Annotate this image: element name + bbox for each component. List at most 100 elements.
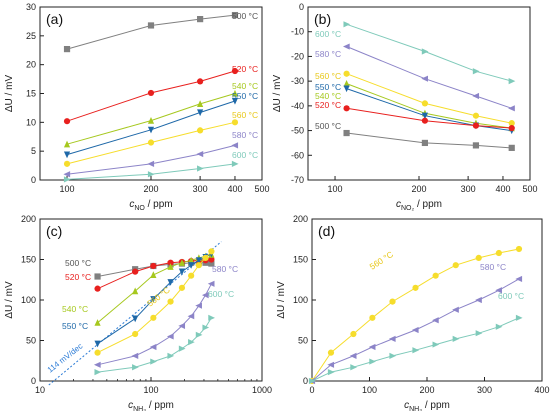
- data-point: [421, 117, 429, 124]
- data-point: [167, 352, 175, 359]
- data-point: [411, 326, 419, 334]
- data-point: [231, 119, 239, 126]
- data-point: [150, 262, 157, 270]
- series-label: 580 °C: [480, 262, 506, 272]
- y-tick-label: 150: [293, 255, 308, 265]
- series-label: 560 °C: [232, 110, 258, 120]
- data-point: [167, 298, 174, 305]
- y-tick-label: -70: [291, 175, 304, 185]
- data-point: [308, 377, 316, 385]
- data-point: [147, 171, 155, 178]
- data-point: [350, 330, 357, 338]
- series: 580 °C: [308, 262, 523, 385]
- data-point: [472, 92, 480, 100]
- data-point: [166, 333, 174, 340]
- y-axis-label: ΔU / mV: [4, 281, 15, 319]
- data-point: [150, 358, 157, 365]
- data-point: [94, 368, 102, 376]
- series: 500 °C: [315, 121, 515, 151]
- series-label: 600 °C: [498, 291, 524, 301]
- data-point: [475, 330, 483, 337]
- series: 520 °C: [63, 64, 258, 125]
- y-tick-label: 20: [26, 60, 36, 70]
- y-tick-label: 0: [303, 376, 308, 386]
- y-tick-label: 15: [26, 89, 36, 99]
- x-tick-label: 1000: [252, 385, 272, 395]
- data-point: [452, 306, 459, 313]
- series-label: 560 °C: [315, 71, 341, 81]
- panel-a: 100 200 300 400 500 0 5 10 15 20 25 30 cNO / ppm ΔU /…: [4, 2, 270, 212]
- y-axis-label: ΔU / mV: [4, 75, 15, 113]
- data-point: [167, 263, 174, 270]
- data-point: [147, 160, 155, 167]
- data-point: [150, 314, 157, 321]
- data-point: [202, 324, 210, 331]
- data-point: [369, 314, 376, 321]
- y-axis-label: ΔU / mV: [276, 281, 287, 319]
- series-line: [346, 83, 512, 129]
- series-label: 540 °C: [232, 81, 258, 91]
- y-tick-label: 25: [26, 31, 36, 41]
- series-label: 550 °C: [315, 82, 341, 92]
- x-axis-label: cNH₃ / ppm: [128, 400, 174, 411]
- data-point: [195, 257, 202, 264]
- y-tick-label: 0: [31, 175, 36, 185]
- data-point: [196, 150, 204, 158]
- data-point: [508, 144, 515, 151]
- data-point: [452, 262, 459, 269]
- data-point: [201, 292, 209, 299]
- x-tick-label: 400: [495, 184, 510, 194]
- data-point: [132, 315, 139, 323]
- data-point: [197, 127, 204, 134]
- series-label: 520 °C: [315, 100, 341, 110]
- data-point: [495, 249, 502, 257]
- data-point: [188, 256, 195, 264]
- data-point: [132, 330, 139, 338]
- x-tick-label: 500: [522, 184, 537, 194]
- series-label: 540 °C: [315, 91, 341, 101]
- data-point: [132, 287, 139, 295]
- data-point: [132, 364, 139, 371]
- data-point: [147, 139, 155, 146]
- panel-label: (d): [318, 223, 335, 239]
- data-point: [208, 248, 215, 255]
- data-point: [63, 45, 71, 53]
- slope-annotation: 114 mV/dec: [46, 342, 85, 375]
- data-point: [515, 314, 523, 321]
- x-tick-label: 400: [534, 385, 549, 395]
- data-point: [343, 105, 350, 112]
- series-label: 560 °C: [368, 249, 395, 272]
- series-label: 500 °C: [65, 258, 91, 268]
- data-point: [178, 322, 186, 330]
- data-point: [149, 343, 157, 351]
- series: 500 °C: [63, 11, 258, 53]
- panel-label: (b): [314, 11, 331, 27]
- data-point: [94, 349, 101, 356]
- y-tick-label: 50: [298, 336, 308, 346]
- data-point: [368, 343, 376, 351]
- x-tick-label: 200: [419, 385, 434, 395]
- data-point: [167, 279, 174, 286]
- data-point: [195, 262, 202, 269]
- data-point: [63, 140, 71, 148]
- y-tick-label: -30: [291, 76, 304, 86]
- series-line: [346, 46, 512, 109]
- y-tick-label: -50: [291, 126, 304, 136]
- data-point: [231, 67, 239, 75]
- data-point: [343, 80, 350, 87]
- data-point: [197, 165, 204, 172]
- series-label: 580 °C: [315, 49, 341, 59]
- data-point: [93, 361, 101, 368]
- series-line: [346, 107, 512, 129]
- x-tick-label: 400: [227, 184, 242, 194]
- x-axis-label: cNH₃ / ppm: [404, 400, 450, 411]
- y-tick-label: 10: [26, 117, 36, 127]
- data-point: [147, 22, 155, 29]
- x-tick-label: 300: [477, 385, 492, 395]
- data-point: [94, 273, 101, 280]
- series: 540 °C: [63, 81, 258, 148]
- data-point: [432, 272, 439, 279]
- series-label: 540 °C: [62, 304, 88, 314]
